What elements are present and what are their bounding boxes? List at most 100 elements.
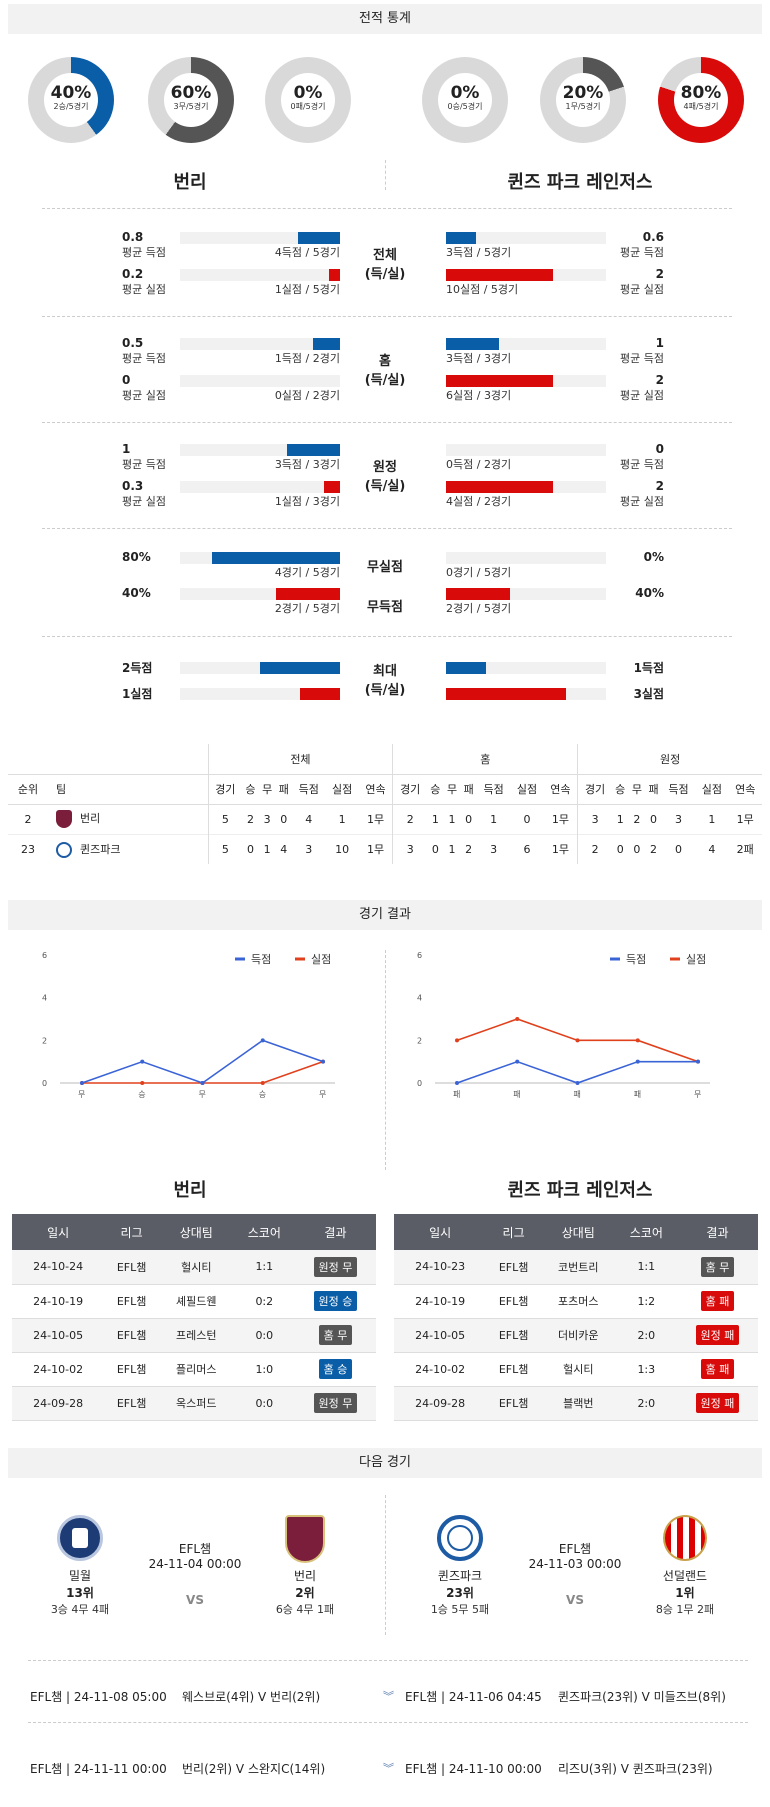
- series-line-0: [456, 1060, 698, 1084]
- stat-col-header: 득점: [668, 783, 689, 796]
- stat-cell: 4: [305, 812, 313, 826]
- chevron-down-icon[interactable]: ︾: [383, 1762, 394, 1775]
- qpr-crest-icon: [56, 841, 72, 858]
- left-bar-caption: 4경기 / 5경기: [274, 566, 340, 579]
- data-point: [80, 1081, 84, 1085]
- next-left-team2[interactable]: 번리 2위 6승 4무 1패: [265, 1515, 345, 1617]
- max-left-value: 1실점: [122, 687, 153, 701]
- data-point: [515, 1059, 520, 1064]
- left-value: 0.8: [122, 230, 144, 244]
- stat-cell: 3: [490, 842, 498, 856]
- upcoming-left-match[interactable]: 번리(2위) V 스완지C(14위): [182, 1762, 326, 1776]
- y-tick-label: 2: [42, 1036, 47, 1045]
- qpr-crest-icon: [437, 1515, 483, 1561]
- result-row[interactable]: 24-10-19 EFL챔 셰필드웬 0:2 원정 승: [12, 1284, 376, 1319]
- vs-label: VS: [566, 1593, 584, 1607]
- sunderland-crest-icon: [663, 1515, 707, 1561]
- result-row[interactable]: 24-10-24 EFL챔 헐시티 1:1 원정 무: [12, 1250, 376, 1285]
- left-bar-fill: [328, 269, 340, 281]
- result-row[interactable]: 24-10-05 EFL챔 프레스턴 0:0 홈 무: [12, 1318, 376, 1353]
- next-right-team2[interactable]: 선덜랜드 1위 8승 1무 2패: [645, 1515, 725, 1617]
- data-point: [635, 1038, 640, 1043]
- y-tick-label: 4: [42, 994, 47, 1003]
- stat-cell: 0: [465, 812, 473, 826]
- gauge-percent: 80%: [680, 83, 722, 103]
- stat-cell: 1: [616, 812, 624, 826]
- result-cell: 옥스퍼드: [158, 1386, 234, 1421]
- stat-cell: 4: [280, 842, 288, 856]
- result-cell: EFL챔: [486, 1250, 541, 1285]
- x-tick-label: 무: [199, 1090, 206, 1099]
- stat-col-header: 득점: [483, 783, 504, 796]
- stat-cell: 3: [305, 842, 313, 856]
- upcoming-right-meta: EFL챔 | 24-11-06 04:45: [405, 1690, 542, 1704]
- result-badge: 홈 패: [700, 1291, 735, 1311]
- left-value: 0.3: [122, 479, 144, 493]
- right-label: 평균 득점: [620, 458, 664, 471]
- result-badge: 홈 무: [318, 1325, 353, 1345]
- right-bar-caption: 2경기 / 5경기: [446, 602, 512, 615]
- ratio-gauge: 0% 0승/5경기: [422, 57, 508, 143]
- results-col-header: 리그: [104, 1214, 159, 1250]
- match-date: 24-11-03 00:00: [528, 1557, 622, 1571]
- stat-cell: 0: [431, 842, 439, 856]
- result-cell: 1:3: [615, 1352, 677, 1387]
- result-row[interactable]: 24-09-28 EFL챔 블랙번 2:0 원정 패: [394, 1386, 758, 1421]
- left-bar-caption: 2경기 / 5경기: [274, 602, 340, 615]
- result-row[interactable]: 24-10-02 EFL챔 헐시티 1:3 홈 패: [394, 1352, 758, 1387]
- left-bar-caption: 1득점 / 2경기: [274, 352, 340, 365]
- y-tick-label: 6: [42, 951, 47, 960]
- stat-col-header: 패: [463, 783, 474, 796]
- team-cell[interactable]: 번리: [80, 812, 101, 825]
- home-team-name-2: 번리: [173, 1180, 207, 1201]
- home-team-name: 번리: [173, 172, 207, 193]
- group-away: 원정: [577, 744, 762, 774]
- result-badge: 홈 승: [318, 1359, 353, 1379]
- stat-cell: 2: [392, 804, 428, 834]
- stat-cell: 0: [616, 842, 624, 856]
- stat-cell: 0: [675, 842, 683, 856]
- result-row[interactable]: 24-09-28 EFL챔 옥스퍼드 0:0 원정 무: [12, 1386, 376, 1421]
- result-cell: 1:2: [615, 1284, 677, 1319]
- left-value: 0: [122, 373, 131, 387]
- stat-col-header: 패: [278, 783, 289, 796]
- right-bar-fill: [446, 688, 566, 700]
- away-results-table: 일시 리그 상대팀 스코어 결과 24-10-23 EFL챔 코번트리 1:1 홈 무 24-10-…: [394, 1214, 758, 1421]
- right-bar-caption: 3득점 / 5경기: [446, 246, 512, 259]
- standings-table: 전체 홈 원정 순위 팀 경기 승 무 패 득점 실점 연속 경기 승 무 패 득점 실점 연속 경기 승 무 패…: [8, 744, 762, 864]
- stat-cell: 0: [246, 842, 254, 856]
- result-row[interactable]: 24-10-23 EFL챔 코번트리 1:1 홈 무: [394, 1250, 758, 1285]
- stat-cell: 5: [207, 834, 243, 864]
- right-label: 평균 득점: [620, 246, 664, 259]
- right-value: 0%: [643, 550, 664, 564]
- chevron-down-icon[interactable]: ︾: [383, 1690, 394, 1703]
- max-label: 최대 (득/실): [364, 664, 406, 698]
- upcoming-right-match[interactable]: 퀸즈파크(23위) V 미들즈브(8위): [558, 1690, 726, 1704]
- result-cell: 헐시티: [158, 1250, 234, 1285]
- stat-col-header: 실점: [701, 783, 722, 796]
- stat-cell: 3: [577, 804, 612, 834]
- gauge-percent: 60%: [170, 83, 212, 103]
- right-bar-track: [446, 552, 606, 564]
- stat-col-header: 경기: [392, 774, 428, 804]
- next-right-team1[interactable]: 퀸즈파크 23위 1승 5무 5패: [420, 1515, 500, 1617]
- right-bar-fill: [446, 232, 477, 244]
- next-left-team1[interactable]: 밀월 13위 3승 4무 4패: [40, 1515, 120, 1617]
- right-value: 40%: [635, 586, 664, 600]
- result-row[interactable]: 24-10-02 EFL챔 플리머스 1:0 홈 승: [12, 1352, 376, 1387]
- legend-label: 득점: [626, 953, 646, 966]
- result-row[interactable]: 24-10-05 EFL챔 더비카운 2:0 원정 패: [394, 1318, 758, 1353]
- divider: [42, 636, 732, 637]
- result-row[interactable]: 24-10-19 EFL챔 포츠머스 1:2 홈 패: [394, 1284, 758, 1319]
- y-tick-label: 6: [417, 951, 422, 960]
- stat-cell: 2: [465, 842, 473, 856]
- left-bar-track: [180, 481, 340, 493]
- data-point: [575, 1038, 580, 1043]
- team-cell[interactable]: 퀸즈파크: [80, 842, 121, 856]
- upcoming-left-match[interactable]: 웨스브로(4위) V 번리(2위): [182, 1690, 321, 1704]
- upcoming-right-match[interactable]: 리즈U(3위) V 퀸즈파크(23위): [558, 1762, 713, 1776]
- home-results-chart: 득점 실점 0 2 4 6 무 승 무 승 무: [42, 951, 335, 1099]
- left-value: 0.2: [122, 267, 144, 281]
- right-value: 0: [655, 442, 664, 456]
- result-cell: 코번트리: [540, 1250, 616, 1285]
